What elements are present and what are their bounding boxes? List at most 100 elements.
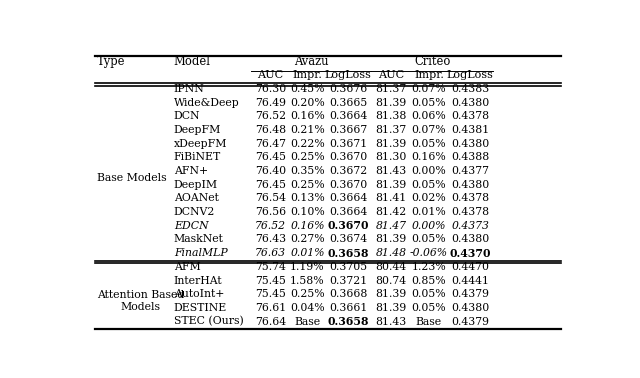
- Text: 0.4470: 0.4470: [451, 262, 489, 272]
- Text: IPNN: IPNN: [173, 84, 205, 94]
- Text: 0.05%: 0.05%: [412, 180, 446, 190]
- Text: 81.39: 81.39: [376, 234, 406, 245]
- Text: 0.3661: 0.3661: [329, 303, 367, 313]
- Text: 0.25%: 0.25%: [290, 289, 324, 299]
- Text: 76.64: 76.64: [255, 316, 286, 327]
- Text: -0.06%: -0.06%: [410, 248, 448, 258]
- Text: 0.4380: 0.4380: [451, 303, 489, 313]
- Text: 81.30: 81.30: [375, 152, 406, 163]
- Text: 76.49: 76.49: [255, 98, 286, 108]
- Text: 0.3671: 0.3671: [329, 139, 367, 149]
- Text: 0.4378: 0.4378: [451, 207, 489, 217]
- Text: EDCN: EDCN: [173, 221, 209, 231]
- Text: Base: Base: [416, 316, 442, 327]
- Text: LogLoss: LogLoss: [324, 70, 372, 80]
- Text: 0.25%: 0.25%: [290, 152, 324, 163]
- Text: 81.39: 81.39: [376, 98, 406, 108]
- Text: AUC: AUC: [378, 70, 404, 80]
- Text: 0.13%: 0.13%: [290, 194, 324, 203]
- Text: 0.02%: 0.02%: [412, 194, 446, 203]
- Text: 76.61: 76.61: [255, 303, 286, 313]
- Text: 0.4373: 0.4373: [451, 221, 489, 231]
- Text: 0.3658: 0.3658: [327, 248, 369, 259]
- Text: MaskNet: MaskNet: [173, 234, 223, 245]
- Text: 0.3668: 0.3668: [329, 289, 367, 299]
- Text: FiBiNET: FiBiNET: [173, 152, 221, 163]
- Text: 81.39: 81.39: [376, 303, 406, 313]
- Text: AOANet: AOANet: [173, 194, 219, 203]
- Text: 0.85%: 0.85%: [412, 276, 446, 285]
- Text: 0.05%: 0.05%: [412, 289, 446, 299]
- Text: InterHAt: InterHAt: [173, 276, 222, 285]
- Text: 0.3670: 0.3670: [327, 220, 369, 231]
- Text: 81.43: 81.43: [376, 316, 406, 327]
- Text: 0.3670: 0.3670: [329, 152, 367, 163]
- Text: 0.07%: 0.07%: [412, 84, 446, 94]
- Text: 76.52: 76.52: [255, 221, 286, 231]
- Text: 0.3664: 0.3664: [329, 194, 367, 203]
- Text: 0.4381: 0.4381: [451, 125, 489, 135]
- Text: 76.63: 76.63: [255, 248, 286, 258]
- Text: DeepFM: DeepFM: [173, 125, 221, 135]
- Text: 0.01%: 0.01%: [412, 207, 446, 217]
- Text: 0.4441: 0.4441: [451, 276, 489, 285]
- Text: 0.3676: 0.3676: [329, 84, 367, 94]
- Text: 76.45: 76.45: [255, 152, 286, 163]
- Text: 0.3664: 0.3664: [329, 112, 367, 121]
- Text: DCNV2: DCNV2: [173, 207, 215, 217]
- Text: 81.39: 81.39: [376, 180, 406, 190]
- Text: 0.00%: 0.00%: [412, 221, 446, 231]
- Text: 80.44: 80.44: [376, 262, 406, 272]
- Text: 0.3672: 0.3672: [329, 166, 367, 176]
- Text: 81.37: 81.37: [376, 125, 406, 135]
- Text: 76.56: 76.56: [255, 207, 286, 217]
- Text: 76.54: 76.54: [255, 194, 286, 203]
- Text: 81.39: 81.39: [376, 289, 406, 299]
- Text: 0.21%: 0.21%: [290, 125, 324, 135]
- Text: AUC: AUC: [257, 70, 284, 80]
- Text: 75.74: 75.74: [255, 262, 286, 272]
- Text: 81.43: 81.43: [376, 166, 406, 176]
- Text: 0.4379: 0.4379: [451, 289, 489, 299]
- Text: 0.4379: 0.4379: [451, 316, 489, 327]
- Text: 0.22%: 0.22%: [290, 139, 324, 149]
- Text: Criteo: Criteo: [414, 55, 451, 68]
- Text: DESTINE: DESTINE: [173, 303, 227, 313]
- Text: 0.05%: 0.05%: [412, 303, 446, 313]
- Text: 0.4383: 0.4383: [451, 84, 489, 94]
- Text: 0.4380: 0.4380: [451, 234, 489, 245]
- Text: 0.3705: 0.3705: [329, 262, 367, 272]
- Text: 81.42: 81.42: [376, 207, 406, 217]
- Text: 81.39: 81.39: [376, 139, 406, 149]
- Text: FinalMLP: FinalMLP: [173, 248, 227, 258]
- Text: LogLoss: LogLoss: [447, 70, 493, 80]
- Text: 0.4377: 0.4377: [451, 166, 489, 176]
- Text: 81.48: 81.48: [376, 248, 406, 258]
- Text: AFN+: AFN+: [173, 166, 208, 176]
- Text: 76.43: 76.43: [255, 234, 286, 245]
- Text: 0.16%: 0.16%: [290, 112, 324, 121]
- Text: 0.3664: 0.3664: [329, 207, 367, 217]
- Text: 0.06%: 0.06%: [412, 112, 446, 121]
- Text: 0.27%: 0.27%: [290, 234, 324, 245]
- Text: xDeepFM: xDeepFM: [173, 139, 227, 149]
- Text: 76.45: 76.45: [255, 180, 286, 190]
- Text: 0.4378: 0.4378: [451, 194, 489, 203]
- Text: STEC (Ours): STEC (Ours): [173, 316, 243, 327]
- Text: 76.52: 76.52: [255, 112, 286, 121]
- Text: 76.48: 76.48: [255, 125, 286, 135]
- Text: 0.07%: 0.07%: [412, 125, 446, 135]
- Text: Base: Base: [294, 316, 321, 327]
- Text: 0.35%: 0.35%: [290, 166, 324, 176]
- Text: 1.19%: 1.19%: [290, 262, 324, 272]
- Text: Avazu: Avazu: [294, 55, 328, 68]
- Text: 0.4380: 0.4380: [451, 180, 489, 190]
- Text: AutoInt+: AutoInt+: [173, 289, 224, 299]
- Text: 0.4388: 0.4388: [451, 152, 489, 163]
- Text: 0.05%: 0.05%: [412, 234, 446, 245]
- Text: 81.37: 81.37: [376, 84, 406, 94]
- Text: 0.4380: 0.4380: [451, 98, 489, 108]
- Text: 76.40: 76.40: [255, 166, 286, 176]
- Text: 0.00%: 0.00%: [412, 166, 446, 176]
- Text: 75.45: 75.45: [255, 289, 286, 299]
